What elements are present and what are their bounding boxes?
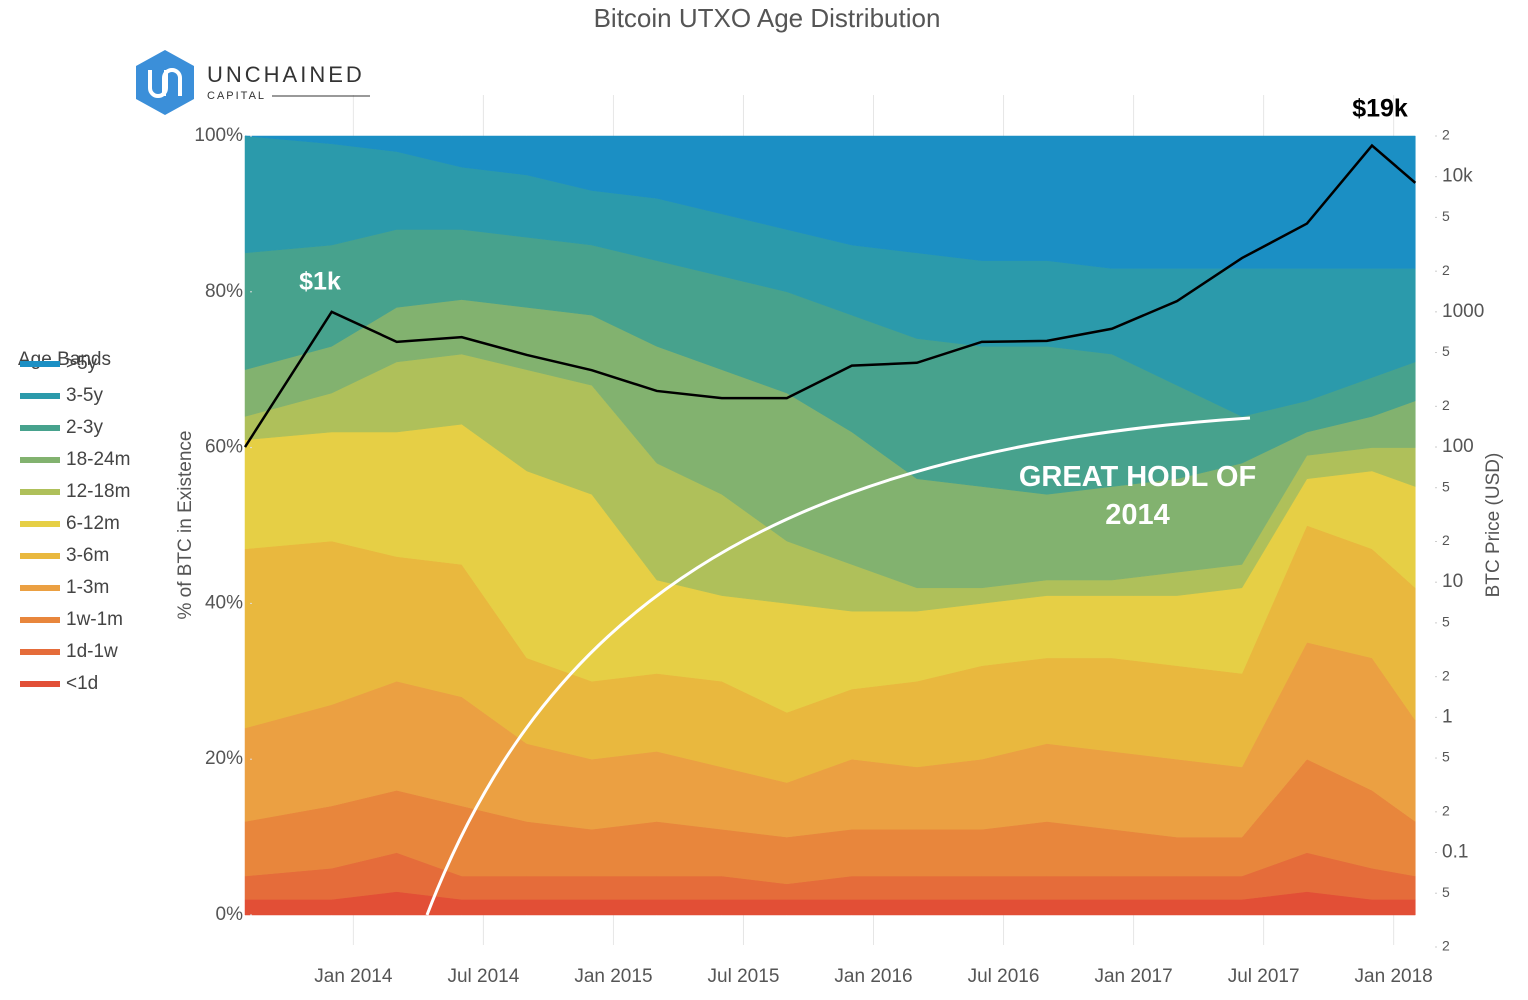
y2-tick-label: 10: [1442, 571, 1463, 592]
legend-swatch[interactable]: [20, 425, 60, 431]
legend-swatch[interactable]: [20, 393, 60, 399]
legend-swatch[interactable]: [20, 617, 60, 623]
y2-tick-label: 1: [1442, 706, 1453, 727]
y2-tick-label: 5: [1442, 614, 1450, 630]
logo-mark: [148, 68, 182, 98]
x-tick-label: Jan 2015: [574, 966, 652, 987]
y-axis-label: % of BTC in Existence: [175, 430, 196, 619]
annotation: GREAT HODL OF 2014: [1018, 461, 1257, 531]
logo-sub: CAPITAL: [207, 90, 266, 102]
x-tick-label: Jan 2016: [834, 966, 912, 987]
annotation: $19k: [1352, 95, 1408, 123]
logo: UNCHAINED CAPITAL: [136, 50, 370, 115]
legend-swatch[interactable]: [20, 585, 60, 591]
y2-tick-label: 5: [1442, 749, 1450, 765]
legend-label[interactable]: >5y: [66, 353, 98, 374]
x-tick-label: Jan 2018: [1355, 966, 1433, 987]
legend-swatch[interactable]: [20, 649, 60, 655]
y2-tick-label: 5: [1442, 343, 1450, 359]
y2-tick-label: 100: [1442, 436, 1474, 457]
legend-label[interactable]: 2-3y: [66, 417, 103, 438]
y-tick-label: 40%: [205, 592, 243, 613]
hodl-arc: [425, 416, 1251, 916]
y2-tick-label: 2: [1442, 397, 1450, 413]
legend-label[interactable]: 3-5y: [66, 385, 103, 406]
area: [244, 135, 1416, 269]
y2-tick-label: 2: [1442, 938, 1450, 954]
legend-swatch[interactable]: [20, 489, 60, 495]
y2-tick-label: 2: [1442, 127, 1450, 143]
legend-swatch[interactable]: [20, 521, 60, 527]
legend-label[interactable]: <1d: [66, 673, 98, 694]
x-tick-label: Jan 2017: [1094, 966, 1172, 987]
y2-tick-label: 2: [1442, 667, 1450, 683]
legend-label[interactable]: 1-3m: [66, 577, 109, 598]
chart-title: Bitcoin UTXO Age Distribution: [594, 3, 941, 33]
legend-swatch[interactable]: [20, 457, 60, 463]
y2-tick-label: 5: [1442, 478, 1450, 494]
legend-label[interactable]: 12-18m: [66, 481, 130, 502]
annotation: $1k: [299, 268, 341, 296]
y2-tick-label: 10k: [1442, 166, 1473, 187]
y2-tick-label: 2: [1442, 532, 1450, 548]
y2-tick-label: 2: [1442, 803, 1450, 819]
legend-label[interactable]: 1w-1m: [66, 609, 123, 630]
x-tick-label: Jul 2015: [708, 966, 780, 987]
x-tick-label: Jan 2014: [314, 966, 393, 987]
y-tick-label: 20%: [205, 748, 243, 769]
legend: Age Bands >5y3-5y2-3y18-24m12-18m6-12m3-…: [18, 349, 130, 694]
legend-swatch[interactable]: [20, 553, 60, 559]
price: [243, 143, 1417, 448]
x-tick-label: Jul 2014: [447, 966, 519, 987]
y-tick-label: 0%: [216, 904, 244, 925]
x-tick-label: Jul 2017: [1228, 966, 1300, 987]
axes: Jan 2014 Jul 2014 Jan 2015 Jul 2015 Jan 2016…: [194, 125, 1484, 987]
legend-label[interactable]: 1d-1w: [66, 641, 118, 662]
legend-swatch[interactable]: [20, 681, 60, 687]
legend-swatch[interactable]: [20, 361, 60, 367]
legend-label[interactable]: 6-12m: [66, 513, 120, 534]
y2-tick-label: 5: [1442, 208, 1450, 224]
y-tick-label: 60%: [205, 437, 243, 458]
y2-tick-label: 2: [1442, 262, 1450, 278]
areas: [244, 135, 1416, 916]
y2-tick-label: 1000: [1442, 301, 1484, 322]
legend-label[interactable]: 18-24m: [66, 449, 130, 470]
y2-axis-label: BTC Price (USD): [1483, 453, 1504, 598]
y-tick-label: 80%: [205, 281, 243, 302]
y2-tick-label: 0.1: [1442, 842, 1468, 863]
y-tick-label: 100%: [194, 125, 243, 146]
y2-tick-label: 5: [1442, 884, 1450, 900]
x-tick-label: Jul 2016: [968, 966, 1040, 987]
price-line: [243, 143, 1417, 448]
legend-label[interactable]: 3-6m: [66, 545, 109, 566]
logo-name: UNCHAINED: [207, 62, 365, 87]
